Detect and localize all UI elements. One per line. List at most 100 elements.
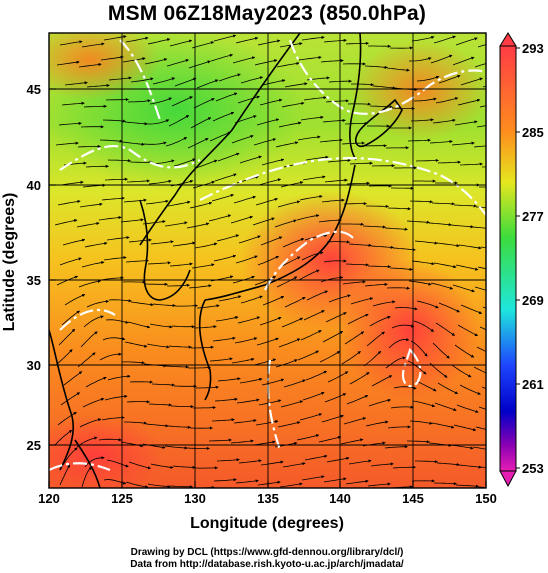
streamline — [108, 76, 132, 81]
streamline — [76, 221, 100, 228]
streamline — [435, 97, 459, 104]
streamline — [458, 244, 482, 250]
streamline — [455, 484, 479, 488]
streamline — [82, 397, 105, 408]
streamline — [235, 255, 258, 264]
y-tick-label: 30 — [27, 358, 41, 373]
streamline — [60, 180, 84, 186]
streamline — [62, 447, 78, 466]
streamline — [106, 459, 129, 468]
y-tick-label: 35 — [27, 273, 41, 288]
streamline — [479, 326, 486, 331]
streamline — [60, 392, 81, 406]
streamline — [387, 207, 411, 211]
streamline — [231, 357, 255, 364]
warm-region-northeast — [350, 40, 486, 140]
streamline — [303, 310, 325, 321]
streamline — [63, 371, 83, 386]
streamline — [260, 236, 283, 246]
streamline — [276, 61, 300, 68]
streamline — [186, 446, 210, 451]
streamline — [323, 477, 347, 483]
streamline — [367, 482, 391, 487]
streamline — [144, 58, 168, 65]
streamline — [451, 141, 475, 146]
streamline — [103, 255, 127, 261]
streamline — [451, 364, 472, 378]
streamline — [454, 120, 478, 126]
streamline — [234, 115, 257, 124]
hot-region-southwest — [49, 415, 165, 488]
streamline — [385, 356, 406, 369]
streamline — [124, 421, 147, 425]
streamline — [101, 196, 125, 201]
streamline — [98, 215, 122, 221]
streamline — [349, 161, 373, 165]
streamline — [59, 257, 82, 266]
streamline — [277, 200, 301, 208]
streamline — [125, 259, 149, 263]
streamline — [384, 227, 408, 231]
streamline — [235, 36, 259, 44]
streamline — [240, 76, 264, 84]
streamline — [345, 41, 369, 45]
streamline — [252, 217, 275, 226]
streamline — [150, 463, 174, 469]
streamline — [58, 121, 82, 126]
streamline — [416, 75, 440, 82]
streamline — [340, 438, 364, 445]
streamline — [429, 139, 453, 144]
streamline — [164, 445, 188, 450]
streamline — [369, 315, 391, 327]
coastlines — [49, 33, 403, 488]
streamline — [147, 483, 171, 488]
streamline — [147, 119, 170, 125]
streamline — [459, 162, 483, 166]
streamline — [196, 385, 219, 389]
streamline — [477, 266, 486, 270]
streamline — [169, 39, 193, 47]
streamline — [456, 404, 479, 413]
streamline — [392, 247, 416, 252]
streamline — [218, 73, 241, 82]
streamline — [348, 243, 372, 247]
streamline — [452, 284, 475, 293]
streamline — [209, 131, 232, 142]
streamline — [240, 295, 263, 304]
streamline — [57, 199, 81, 206]
streamline — [326, 240, 350, 244]
colorbar-top-arrow — [499, 32, 517, 47]
streamline — [453, 424, 477, 432]
streamline — [477, 486, 486, 488]
colorbar: 293 285 277 269 261 253 — [499, 32, 544, 488]
x-axis-label: Longitude (degrees) — [190, 515, 344, 532]
streamline — [406, 220, 430, 224]
colorbar-tick-label: 269 — [522, 293, 544, 308]
streamline — [437, 160, 461, 164]
streamline — [104, 394, 128, 401]
streamline — [372, 85, 396, 90]
streamline — [107, 374, 131, 381]
streamline — [238, 235, 261, 244]
streamline — [346, 395, 369, 405]
streamline — [148, 179, 172, 185]
contour-north — [59, 145, 201, 171]
streamline — [81, 466, 92, 488]
streamline — [416, 300, 439, 309]
streamline — [105, 319, 129, 324]
streamline — [372, 300, 396, 307]
streamline — [167, 425, 191, 429]
streamline — [275, 141, 299, 148]
streamline — [215, 316, 239, 322]
streamline — [261, 158, 285, 166]
streamline — [428, 222, 452, 227]
streamline — [341, 141, 365, 145]
streamline — [305, 155, 329, 161]
streamline — [121, 361, 145, 365]
streamline — [78, 279, 102, 288]
streamline — [99, 352, 122, 361]
streamline — [259, 98, 283, 106]
streamline — [368, 398, 392, 407]
streamline — [349, 372, 370, 385]
contour-east-loop — [401, 347, 422, 388]
